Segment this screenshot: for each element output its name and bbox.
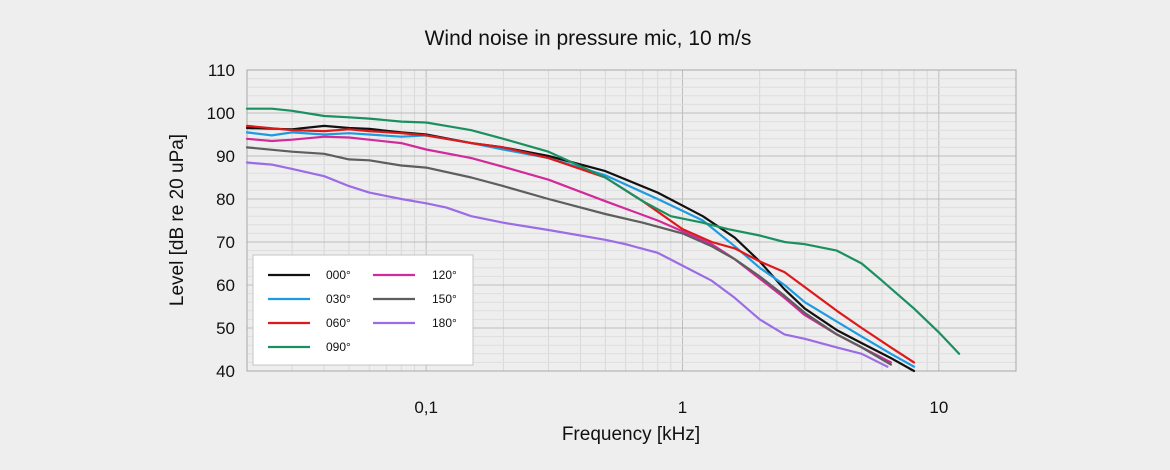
legend-label: 120° — [432, 268, 457, 282]
legend-label: 150° — [432, 292, 457, 306]
y-tick-label: 70 — [216, 233, 235, 252]
x-tick-label: 0,1 — [414, 398, 438, 417]
y-tick-label: 110 — [208, 61, 235, 80]
legend-label: 180° — [432, 316, 457, 330]
legend-items: 000° 030° 060° 090° 120° 150° 180° — [268, 268, 457, 354]
x-tick-label: 1 — [678, 398, 687, 417]
y-tick-label: 60 — [216, 276, 235, 295]
series-line-0 — [245, 124, 916, 373]
y-tick-label: 80 — [216, 190, 235, 209]
series-line-5 — [245, 146, 893, 366]
y-tick-label: 90 — [216, 147, 235, 166]
y-tick-label: 40 — [216, 362, 235, 381]
series-lines — [245, 107, 961, 373]
x-tick-label: 10 — [929, 398, 948, 417]
y-tick-label: 100 — [207, 104, 235, 123]
legend: 000° 030° 060° 090° 120° 150° 180° — [252, 254, 474, 366]
plot-area — [246, 69, 1017, 372]
legend-label: 000° — [326, 268, 351, 282]
legend-label: 030° — [326, 292, 351, 306]
series-line-4 — [245, 135, 893, 364]
series-line-3 — [245, 107, 961, 355]
series-line-6 — [245, 161, 889, 368]
legend-label: 090° — [326, 340, 351, 354]
legend-label: 060° — [326, 316, 351, 330]
y-axis-title: Level [dB re 20 uPa] — [167, 134, 188, 306]
y-tick-label: 50 — [216, 319, 235, 338]
x-axis-title: Frequency [kHz] — [562, 424, 700, 445]
chart-title: Wind noise in pressure mic, 10 m/s — [425, 27, 752, 50]
